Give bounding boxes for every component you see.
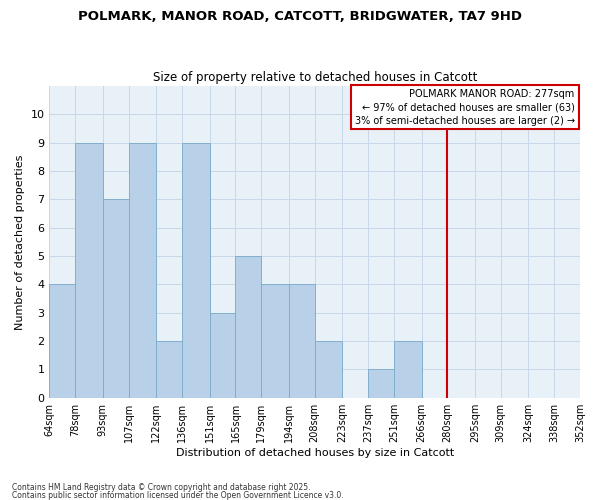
Bar	[209, 312, 235, 398]
Text: POLMARK, MANOR ROAD, CATCOTT, BRIDGWATER, TA7 9HD: POLMARK, MANOR ROAD, CATCOTT, BRIDGWATER…	[78, 10, 522, 23]
Text: POLMARK MANOR ROAD: 277sqm
← 97% of detached houses are smaller (63)
3% of semi-: POLMARK MANOR ROAD: 277sqm ← 97% of deta…	[355, 89, 575, 126]
Bar	[368, 370, 394, 398]
Bar	[315, 341, 343, 398]
Text: Contains public sector information licensed under the Open Government Licence v3: Contains public sector information licen…	[12, 490, 344, 500]
Bar	[182, 142, 209, 398]
X-axis label: Distribution of detached houses by size in Catcott: Distribution of detached houses by size …	[176, 448, 454, 458]
Text: Contains HM Land Registry data © Crown copyright and database right 2025.: Contains HM Land Registry data © Crown c…	[12, 484, 311, 492]
Bar	[289, 284, 315, 398]
Bar	[156, 341, 182, 398]
Bar	[128, 142, 156, 398]
Bar	[394, 341, 422, 398]
Bar	[261, 284, 289, 398]
Title: Size of property relative to detached houses in Catcott: Size of property relative to detached ho…	[152, 70, 477, 84]
Y-axis label: Number of detached properties: Number of detached properties	[15, 154, 25, 330]
Bar	[75, 142, 103, 398]
Bar	[235, 256, 261, 398]
Bar	[49, 284, 75, 398]
Bar	[103, 200, 128, 398]
